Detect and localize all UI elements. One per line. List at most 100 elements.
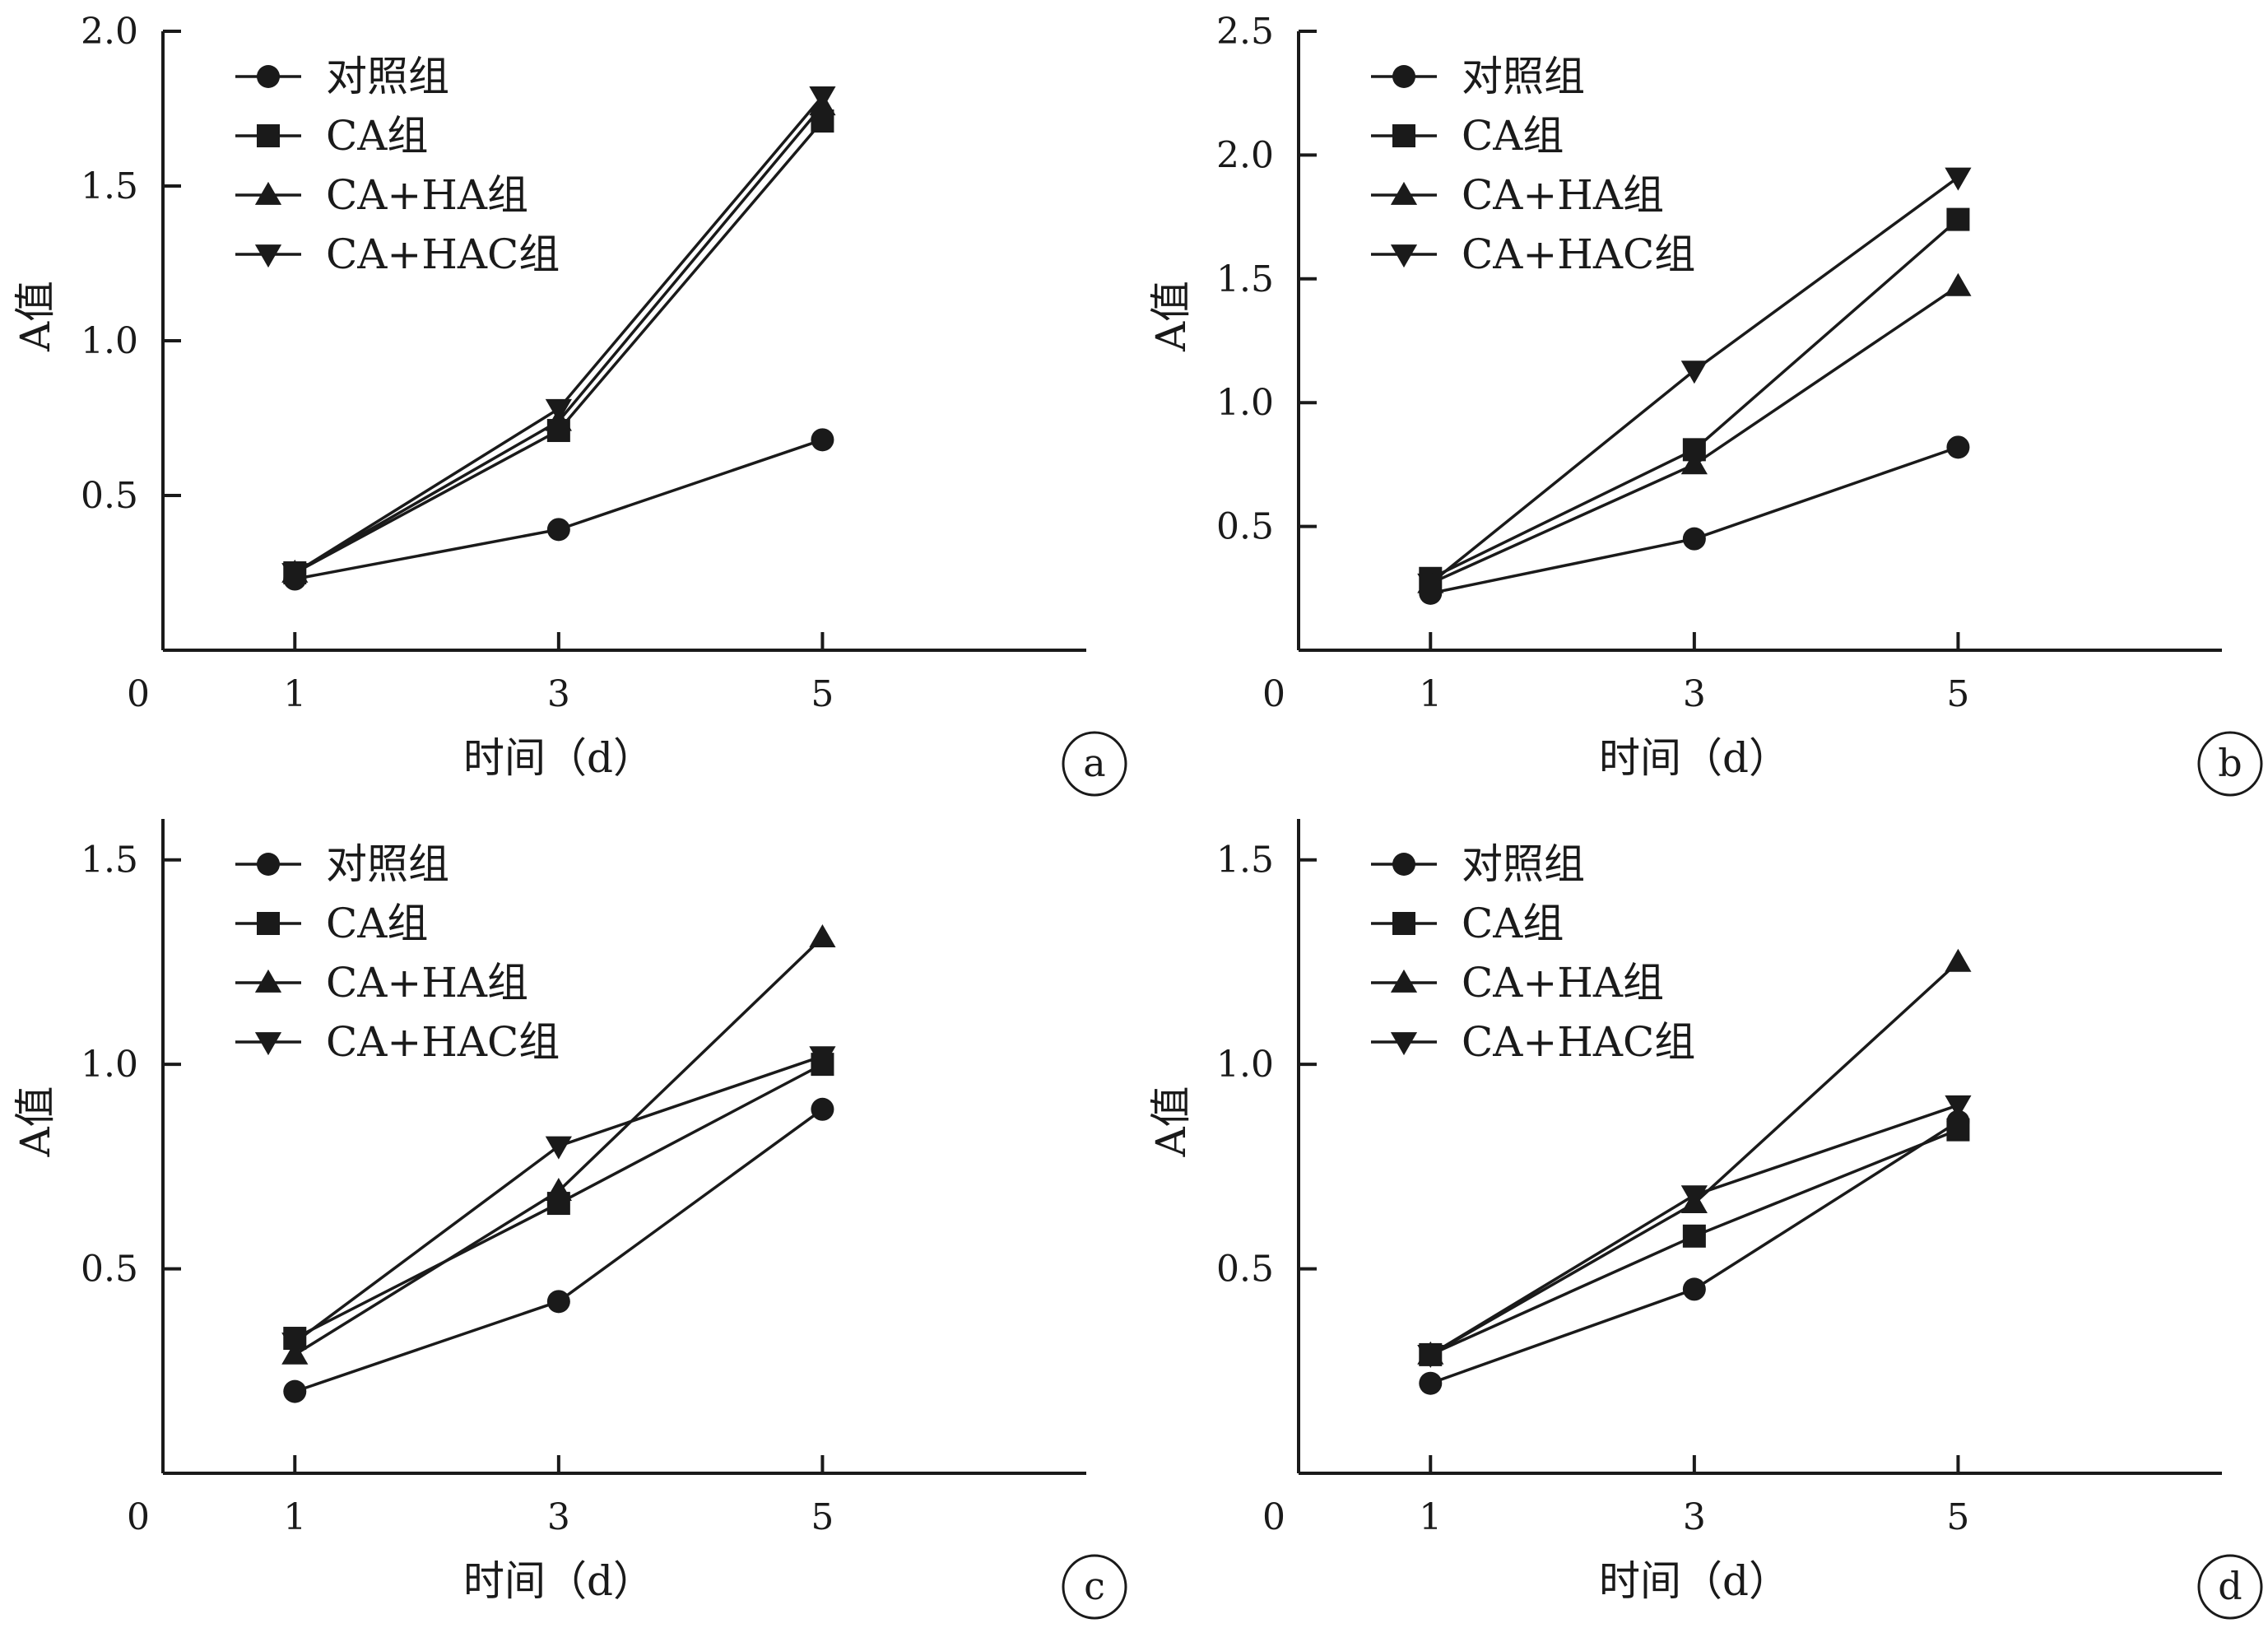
data-point-triangle-up xyxy=(1945,948,1972,972)
x-tick-label: 1 xyxy=(1419,673,1442,715)
legend-label: CA组 xyxy=(326,112,428,160)
y-axis-title: A值 xyxy=(12,1086,59,1157)
panel-c: 0.5 1.0 1.5 1 3 5 0 时间（d） A值 c 对照组 CA组 CA+HA组 CA+HAC组 xyxy=(12,819,1127,1620)
data-point-circle xyxy=(1419,1371,1443,1395)
x-origin-label: 0 xyxy=(127,673,150,715)
y-tick-label: 2.0 xyxy=(1216,134,1274,176)
panel-b: 0.5 1.0 1.5 2.0 2.5 1 3 5 0 时间（d） A值 b 对照组 CA组 CA+HA组 C… xyxy=(1147,11,2263,797)
y-axis-title: A值 xyxy=(12,281,59,352)
x-tick-label: 3 xyxy=(547,1496,570,1538)
x-tick-label: 1 xyxy=(283,1496,306,1538)
y-axis-title: A值 xyxy=(1147,1086,1195,1157)
legend-marker-triangle-up xyxy=(254,969,282,993)
legend-marker-triangle-up xyxy=(1390,969,1418,993)
legend-marker-triangle-down xyxy=(254,244,282,268)
legend-label: 对照组 xyxy=(1462,840,1585,888)
data-point-triangle-up xyxy=(809,923,836,947)
x-origin-label: 0 xyxy=(1262,1496,1285,1538)
data-point-triangle-down xyxy=(1417,573,1444,597)
legend-label: CA+HA组 xyxy=(326,959,528,1007)
legend-marker-circle xyxy=(1392,65,1415,88)
panel-label: d xyxy=(2218,1564,2242,1608)
data-point-circle xyxy=(1682,527,1706,551)
y-tick-label: 0.5 xyxy=(1216,1249,1274,1291)
legend-marker-triangle-up xyxy=(1390,181,1418,205)
x-tick-label: 5 xyxy=(811,673,834,715)
legend-label: 对照组 xyxy=(326,53,449,100)
data-point-triangle-down xyxy=(1945,167,1972,191)
legend-marker-circle xyxy=(257,853,280,876)
legend-label: 对照组 xyxy=(326,840,449,888)
x-tick-label: 5 xyxy=(811,1496,834,1538)
data-point-circle xyxy=(283,1379,307,1403)
legend-label: 对照组 xyxy=(1462,53,1585,100)
series-line xyxy=(294,95,824,574)
x-tick-label: 1 xyxy=(1419,1496,1442,1538)
x-tick-label: 3 xyxy=(547,673,570,715)
legend-label: CA+HA组 xyxy=(326,171,528,219)
y-tick-label: 1.5 xyxy=(1216,840,1274,881)
y-tick-label: 1.5 xyxy=(81,840,138,881)
data-point-square xyxy=(1946,207,1970,231)
legend-marker-triangle-down xyxy=(1390,1032,1418,1056)
y-tick-label: 2.5 xyxy=(1216,11,1274,53)
legend-marker-circle xyxy=(1392,853,1415,876)
data-point-triangle-down xyxy=(545,1136,572,1160)
legend-marker-square xyxy=(1392,912,1415,935)
data-point-circle xyxy=(546,1290,570,1314)
y-tick-label: 0.5 xyxy=(1216,506,1274,548)
legend-marker-triangle-down xyxy=(254,1032,282,1056)
x-origin-label: 0 xyxy=(1262,673,1285,715)
panel-label: c xyxy=(1084,1564,1105,1608)
legend-marker-triangle-down xyxy=(1390,244,1418,268)
y-tick-label: 0.5 xyxy=(81,475,138,517)
legend-label: CA+HAC组 xyxy=(1462,230,1695,278)
panel-d: 0.5 1.0 1.5 1 3 5 0 时间（d） A值 d 对照组 CA组 CA+HA组 CA+HAC组 xyxy=(1147,819,2263,1620)
y-tick-label: 1.0 xyxy=(1216,1044,1274,1086)
data-point-triangle-down xyxy=(545,398,572,422)
data-point-square xyxy=(1946,1118,1970,1142)
data-point-square xyxy=(1682,1224,1706,1248)
legend-label: CA组 xyxy=(326,900,428,947)
legend-label: CA组 xyxy=(1462,900,1564,947)
panel-label-circle xyxy=(1062,1554,1127,1620)
panel-label: b xyxy=(2218,741,2242,785)
x-tick-label: 1 xyxy=(283,673,306,715)
data-point-circle xyxy=(546,518,570,542)
y-tick-label: 1.0 xyxy=(81,1044,138,1086)
y-tick-label: 1.5 xyxy=(1216,258,1274,300)
data-point-circle xyxy=(1946,435,1970,459)
y-axis-title: A值 xyxy=(1147,281,1195,352)
x-axis-title: 时间（d） xyxy=(463,734,654,782)
panel-label-circle xyxy=(2197,731,2263,797)
x-tick-label: 3 xyxy=(1683,1496,1706,1538)
x-tick-label: 5 xyxy=(1946,673,1969,715)
y-tick-label: 2.0 xyxy=(81,11,138,53)
data-point-triangle-down xyxy=(809,1046,836,1070)
legend-marker-square xyxy=(257,124,280,147)
legend-marker-square xyxy=(1392,124,1415,147)
y-tick-label: 1.0 xyxy=(1216,382,1274,424)
y-tick-label: 1.5 xyxy=(81,165,138,207)
data-point-circle xyxy=(811,1097,834,1121)
data-point-circle xyxy=(1682,1277,1706,1301)
y-tick-label: 0.5 xyxy=(81,1249,138,1291)
x-tick-label: 3 xyxy=(1683,673,1706,715)
data-point-triangle-down xyxy=(281,1333,309,1356)
legend-marker-triangle-up xyxy=(254,181,282,205)
x-tick-label: 5 xyxy=(1946,1496,1969,1538)
legend-label: CA+HA组 xyxy=(1462,171,1664,219)
data-point-circle xyxy=(811,428,834,452)
data-point-triangle-down xyxy=(281,563,309,587)
data-point-triangle-down xyxy=(809,86,836,110)
legend-label: CA组 xyxy=(1462,112,1564,160)
legend-marker-square xyxy=(257,912,280,935)
panel-label-circle xyxy=(2197,1554,2263,1620)
legend-label: CA+HAC组 xyxy=(326,1018,560,1066)
data-point-triangle-down xyxy=(1680,1185,1708,1209)
data-point-triangle-down xyxy=(1680,360,1708,384)
panel-label-circle xyxy=(1062,731,1127,797)
panel-a: 0.5 1.0 1.5 2.0 1 3 5 0 时间（d） A值 a 对照组 CA组 CA+HA组 CA+H… xyxy=(12,11,1127,797)
x-axis-title: 时间（d） xyxy=(1599,1557,1790,1605)
